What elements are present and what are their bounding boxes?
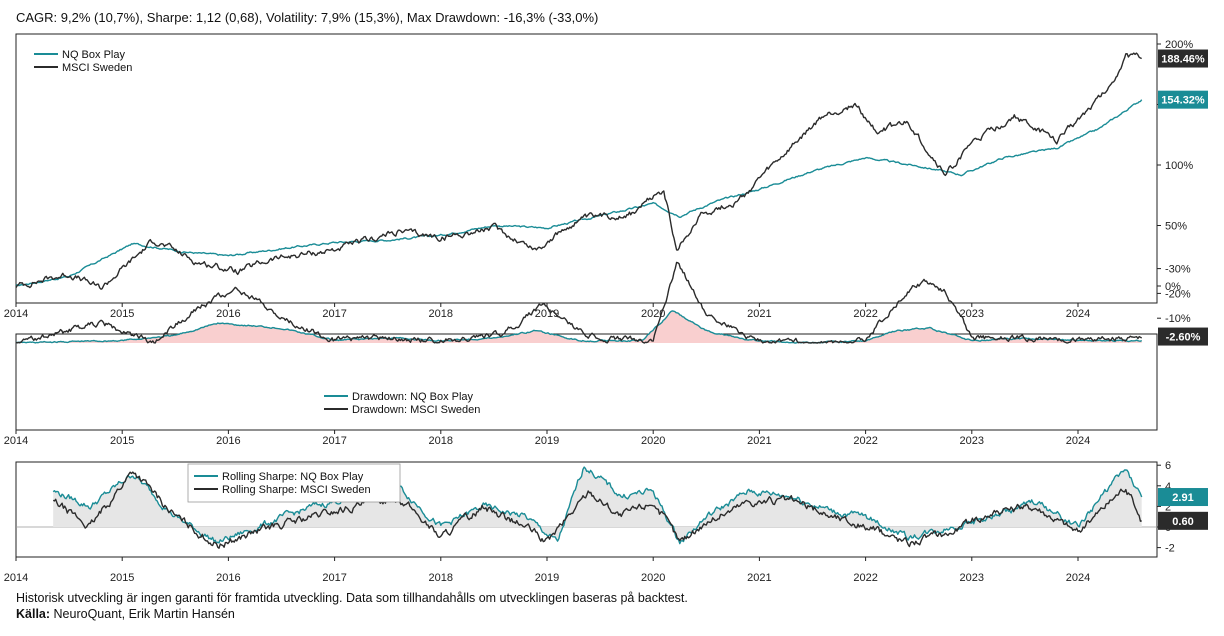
- x-tick-label: 2017: [322, 435, 346, 447]
- legend-label: Drawdown: NQ Box Play: [352, 391, 474, 403]
- x-tick-label: 2015: [110, 308, 134, 320]
- source-text: NeuroQuant, Erik Martin Hansén: [53, 607, 235, 621]
- y-tick-label: 200%: [1165, 39, 1193, 51]
- x-tick-label: 2019: [535, 435, 559, 447]
- sharpe-fill: [53, 467, 1142, 544]
- series-line-msci: [15, 261, 1143, 344]
- y-tick-label: 4: [1165, 481, 1171, 493]
- source-label: Källa:: [16, 607, 51, 621]
- x-tick-label: 2022: [853, 572, 877, 584]
- series-line-nq: [52, 466, 1143, 545]
- x-tick-label: 2014: [4, 572, 28, 584]
- x-tick-label: 2020: [641, 435, 665, 447]
- end-label-box: [1158, 511, 1208, 530]
- x-tick-label: 2022: [853, 435, 877, 447]
- end-label-box: [1158, 90, 1208, 109]
- plot-frame: [15, 33, 1158, 304]
- end-label-box: [1158, 327, 1208, 346]
- end-label-box: [1158, 488, 1208, 507]
- chart-panel-cumulative-return: 200%150%100%50%0%20142015201620172018201…: [4, 33, 1208, 320]
- y-tick-label: 50%: [1165, 221, 1187, 233]
- legend-label: Rolling Sharpe: MSCI Sweden: [222, 484, 371, 496]
- x-tick-label: 2024: [1066, 308, 1090, 320]
- x-tick-label: 2018: [429, 308, 453, 320]
- plot-frame: [15, 333, 1158, 431]
- end-label: -2.60%: [1166, 332, 1201, 344]
- end-label-box: [1158, 49, 1208, 68]
- x-tick-label: 2014: [4, 308, 28, 320]
- source-line: Källa: NeuroQuant, Erik Martin Hansén: [16, 606, 688, 622]
- x-tick-label: 2015: [110, 572, 134, 584]
- x-tick-label: 2021: [747, 308, 771, 320]
- end-label: 154.32%: [1161, 95, 1205, 107]
- x-tick-label: 2023: [960, 435, 984, 447]
- x-tick-label: 2017: [322, 308, 346, 320]
- y-tick-label: -10%: [1165, 313, 1191, 325]
- x-tick-label: 2014: [4, 435, 28, 447]
- x-tick-label: 2023: [960, 572, 984, 584]
- end-label: 2.91: [1172, 492, 1193, 504]
- y-tick-label: 0%: [1165, 281, 1181, 293]
- x-tick-label: 2017: [322, 572, 346, 584]
- series-line-nq: [16, 310, 1143, 344]
- y-tick-label: 100%: [1165, 160, 1193, 172]
- x-tick-label: 2024: [1066, 435, 1090, 447]
- legend-label: NQ Box Play: [62, 49, 125, 61]
- chart-panel-drawdown: -10% -20% -30% 2014 2015 2016 2017 2018 2019 2020…: [4, 261, 1208, 447]
- x-tick-label: 2020: [641, 308, 665, 320]
- x-tick-label: 2016: [216, 308, 240, 320]
- end-label: 0.60: [1172, 516, 1193, 528]
- x-tick-label: 2020: [641, 572, 665, 584]
- series-line-msci: [52, 471, 1142, 549]
- footer: Historisk utveckling är ingen garanti fö…: [16, 590, 688, 622]
- y-tick-label: -20%: [1165, 288, 1191, 300]
- x-tick-label: 2016: [216, 572, 240, 584]
- y-tick-label: 6: [1165, 460, 1171, 472]
- drawdown-fill: [16, 310, 1142, 343]
- chart-panel-rolling-sharpe: 6420-22014201520162017201820192020202120…: [4, 460, 1208, 584]
- x-tick-label: 2021: [747, 435, 771, 447]
- legend-label: MSCI Sweden: [62, 62, 132, 74]
- x-tick-label: 2023: [960, 308, 984, 320]
- y-tick-label: -30%: [1165, 264, 1191, 276]
- stats-header: CAGR: 9,2% (10,7%), Sharpe: 1,12 (0,68),…: [16, 10, 599, 25]
- disclaimer-text: Historisk utveckling är ingen garanti fö…: [16, 591, 688, 605]
- x-tick-label: 2018: [429, 572, 453, 584]
- x-tick-label: 2022: [853, 308, 877, 320]
- series-line-msci: [15, 52, 1142, 290]
- x-tick-label: 2016: [216, 435, 240, 447]
- end-label: 188.46%: [1161, 54, 1205, 66]
- charts-canvas: 200%150%100%50%0%20142015201620172018201…: [4, 33, 1208, 584]
- y-tick-label: -2: [1165, 543, 1175, 555]
- x-tick-label: 2018: [429, 435, 453, 447]
- x-tick-label: 2019: [535, 572, 559, 584]
- legend-label: Drawdown: MSCI Sweden: [352, 404, 480, 416]
- x-tick-label: 2021: [747, 572, 771, 584]
- legend-label: Rolling Sharpe: NQ Box Play: [222, 471, 364, 483]
- legend-box: [187, 463, 401, 503]
- x-tick-label: 2015: [110, 435, 134, 447]
- y-tick-label: 2: [1165, 501, 1171, 513]
- x-tick-label: 2024: [1066, 572, 1090, 584]
